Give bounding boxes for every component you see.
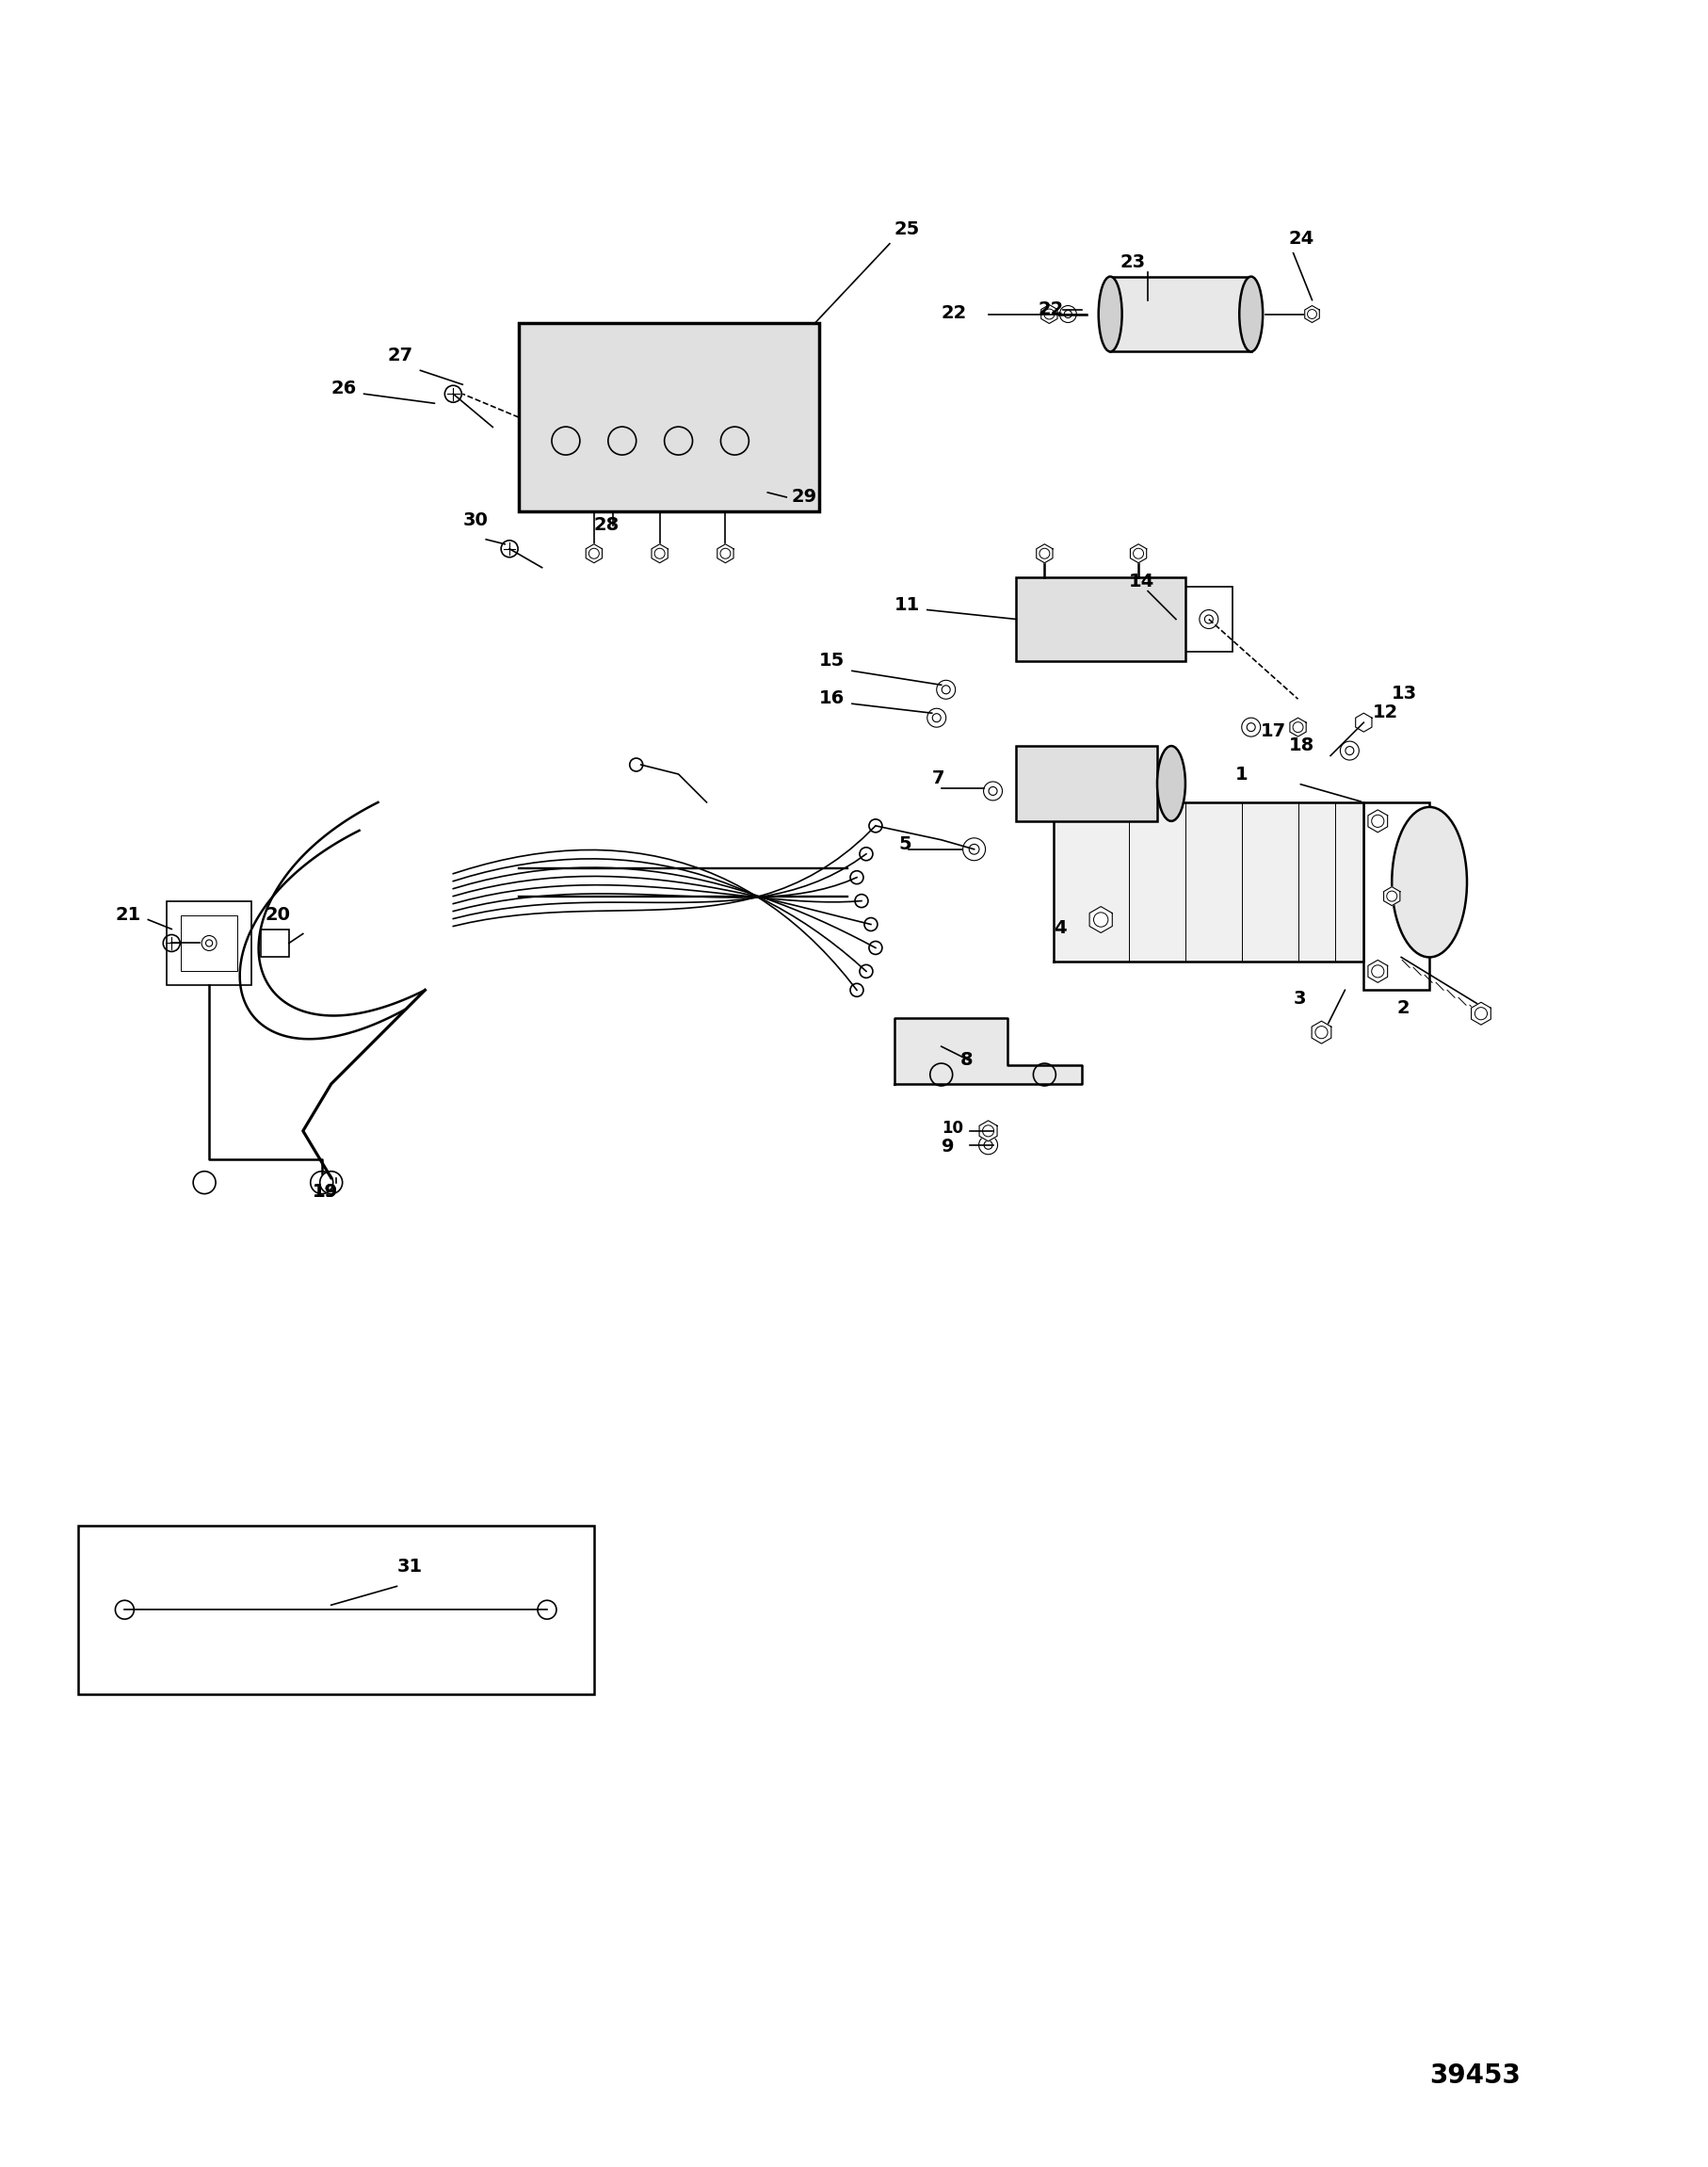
Text: 11: 11 xyxy=(895,596,921,613)
Bar xyxy=(181,914,237,971)
Polygon shape xyxy=(1368,810,1387,832)
Bar xyxy=(1016,745,1158,821)
Text: 23: 23 xyxy=(1120,254,1144,271)
Polygon shape xyxy=(586,544,603,563)
Polygon shape xyxy=(717,544,733,563)
Polygon shape xyxy=(1131,544,1146,563)
Text: 20: 20 xyxy=(265,906,290,923)
Polygon shape xyxy=(1042,306,1057,323)
Polygon shape xyxy=(1054,802,1363,962)
Bar xyxy=(1110,277,1250,351)
Polygon shape xyxy=(1290,717,1307,737)
Ellipse shape xyxy=(1392,806,1467,958)
Text: 22: 22 xyxy=(1038,299,1064,319)
Polygon shape xyxy=(1305,306,1319,323)
Text: 27: 27 xyxy=(388,347,413,364)
Text: 1: 1 xyxy=(1235,765,1249,782)
Text: 18: 18 xyxy=(1288,737,1313,754)
Polygon shape xyxy=(1037,544,1052,563)
Ellipse shape xyxy=(1240,277,1262,351)
Text: 30: 30 xyxy=(463,511,488,529)
Text: 4: 4 xyxy=(1054,919,1068,938)
Text: 15: 15 xyxy=(820,652,845,670)
Text: 22: 22 xyxy=(941,306,967,323)
Text: 16: 16 xyxy=(820,689,845,706)
Text: 13: 13 xyxy=(1392,685,1418,702)
Text: 14: 14 xyxy=(1129,572,1155,589)
Polygon shape xyxy=(979,1120,997,1142)
Text: 19: 19 xyxy=(313,1183,338,1201)
Polygon shape xyxy=(1383,886,1401,906)
Text: 39453: 39453 xyxy=(1430,2063,1520,2089)
Polygon shape xyxy=(651,544,668,563)
Polygon shape xyxy=(1368,960,1387,982)
Bar xyxy=(77,1526,594,1695)
Text: 25: 25 xyxy=(895,221,921,238)
Text: 8: 8 xyxy=(960,1051,974,1068)
Text: 2: 2 xyxy=(1397,999,1409,1016)
Text: 31: 31 xyxy=(396,1558,422,1575)
Bar xyxy=(519,323,820,511)
Text: 28: 28 xyxy=(594,516,620,533)
Polygon shape xyxy=(1090,906,1112,932)
Text: 7: 7 xyxy=(933,769,945,787)
Bar xyxy=(1185,587,1231,652)
Text: 29: 29 xyxy=(791,488,816,505)
Bar xyxy=(261,930,289,958)
Text: 21: 21 xyxy=(114,906,142,923)
Text: 9: 9 xyxy=(941,1138,955,1155)
Text: 24: 24 xyxy=(1288,230,1313,247)
Bar xyxy=(1363,802,1430,990)
Text: 19: 19 xyxy=(313,1183,338,1201)
Text: 3: 3 xyxy=(1293,990,1307,1008)
Text: 10: 10 xyxy=(941,1120,963,1136)
Text: 5: 5 xyxy=(898,834,912,854)
Text: 12: 12 xyxy=(1373,704,1399,722)
Ellipse shape xyxy=(1098,277,1122,351)
Text: 17: 17 xyxy=(1261,722,1286,741)
Ellipse shape xyxy=(1158,745,1185,821)
Bar xyxy=(167,901,251,986)
Text: 26: 26 xyxy=(331,379,357,399)
Bar xyxy=(1016,576,1185,661)
Polygon shape xyxy=(1471,1003,1491,1025)
Polygon shape xyxy=(895,1018,1083,1084)
Polygon shape xyxy=(1312,1021,1331,1044)
